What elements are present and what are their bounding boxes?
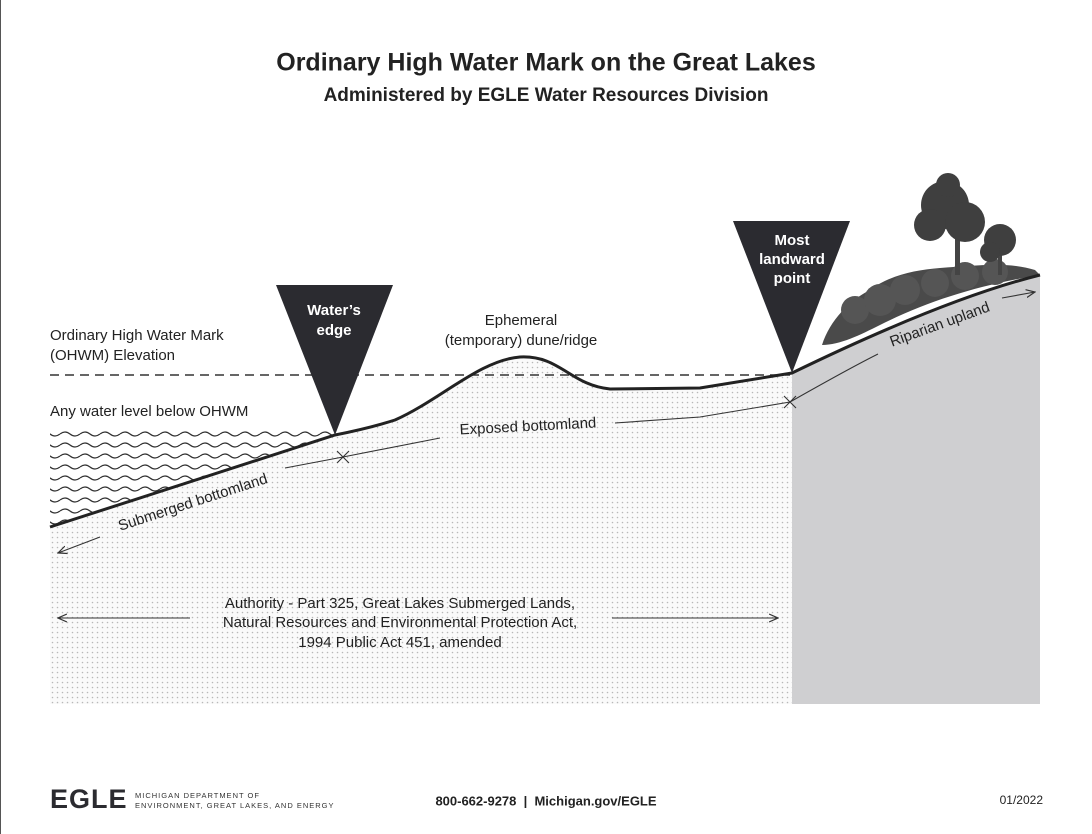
ohwm-label: (OHWM) Elevation: [50, 347, 175, 364]
boundary-arrows: [58, 292, 1035, 618]
landward-label: point: [774, 270, 811, 287]
landward-label: landward: [759, 251, 825, 268]
subtitle: Administered by EGLE Water Resources Div…: [324, 85, 769, 106]
date: 01/2022: [1000, 793, 1044, 807]
ohwm-label: Ordinary High Water Mark: [50, 327, 224, 344]
contact: 800-662-9278 | Michigan.gov/EGLE: [435, 793, 656, 808]
department: ENVIRONMENT, GREAT LAKES, AND ENERGY: [135, 801, 335, 810]
authority-text: Natural Resources and Environmental Prot…: [223, 614, 577, 631]
department: MICHIGAN DEPARTMENT OF: [135, 791, 260, 800]
water-level-label: Any water level below OHWM: [50, 403, 248, 420]
waters-edge-marker: [276, 285, 393, 435]
dune-label: (temporary) dune/ridge: [445, 332, 598, 349]
ground-profile: [49, 273, 1041, 529]
authority-text: 1994 Public Act 451, amended: [298, 634, 501, 651]
upland: [792, 275, 1040, 704]
dune-label: Ephemeral: [485, 312, 558, 329]
logo: EGLE: [50, 784, 128, 814]
waters-edge-label: Water’s: [307, 302, 361, 319]
waters-edge-label: edge: [316, 322, 351, 339]
authority-text: Authority - Part 325, Great Lakes Submer…: [225, 595, 575, 612]
landward-label: Most: [775, 232, 810, 249]
bottomland: [50, 356, 792, 704]
landward-marker: [733, 221, 850, 373]
vegetation: [822, 173, 1040, 345]
title: Ordinary High Water Mark on the Great La…: [276, 49, 816, 77]
